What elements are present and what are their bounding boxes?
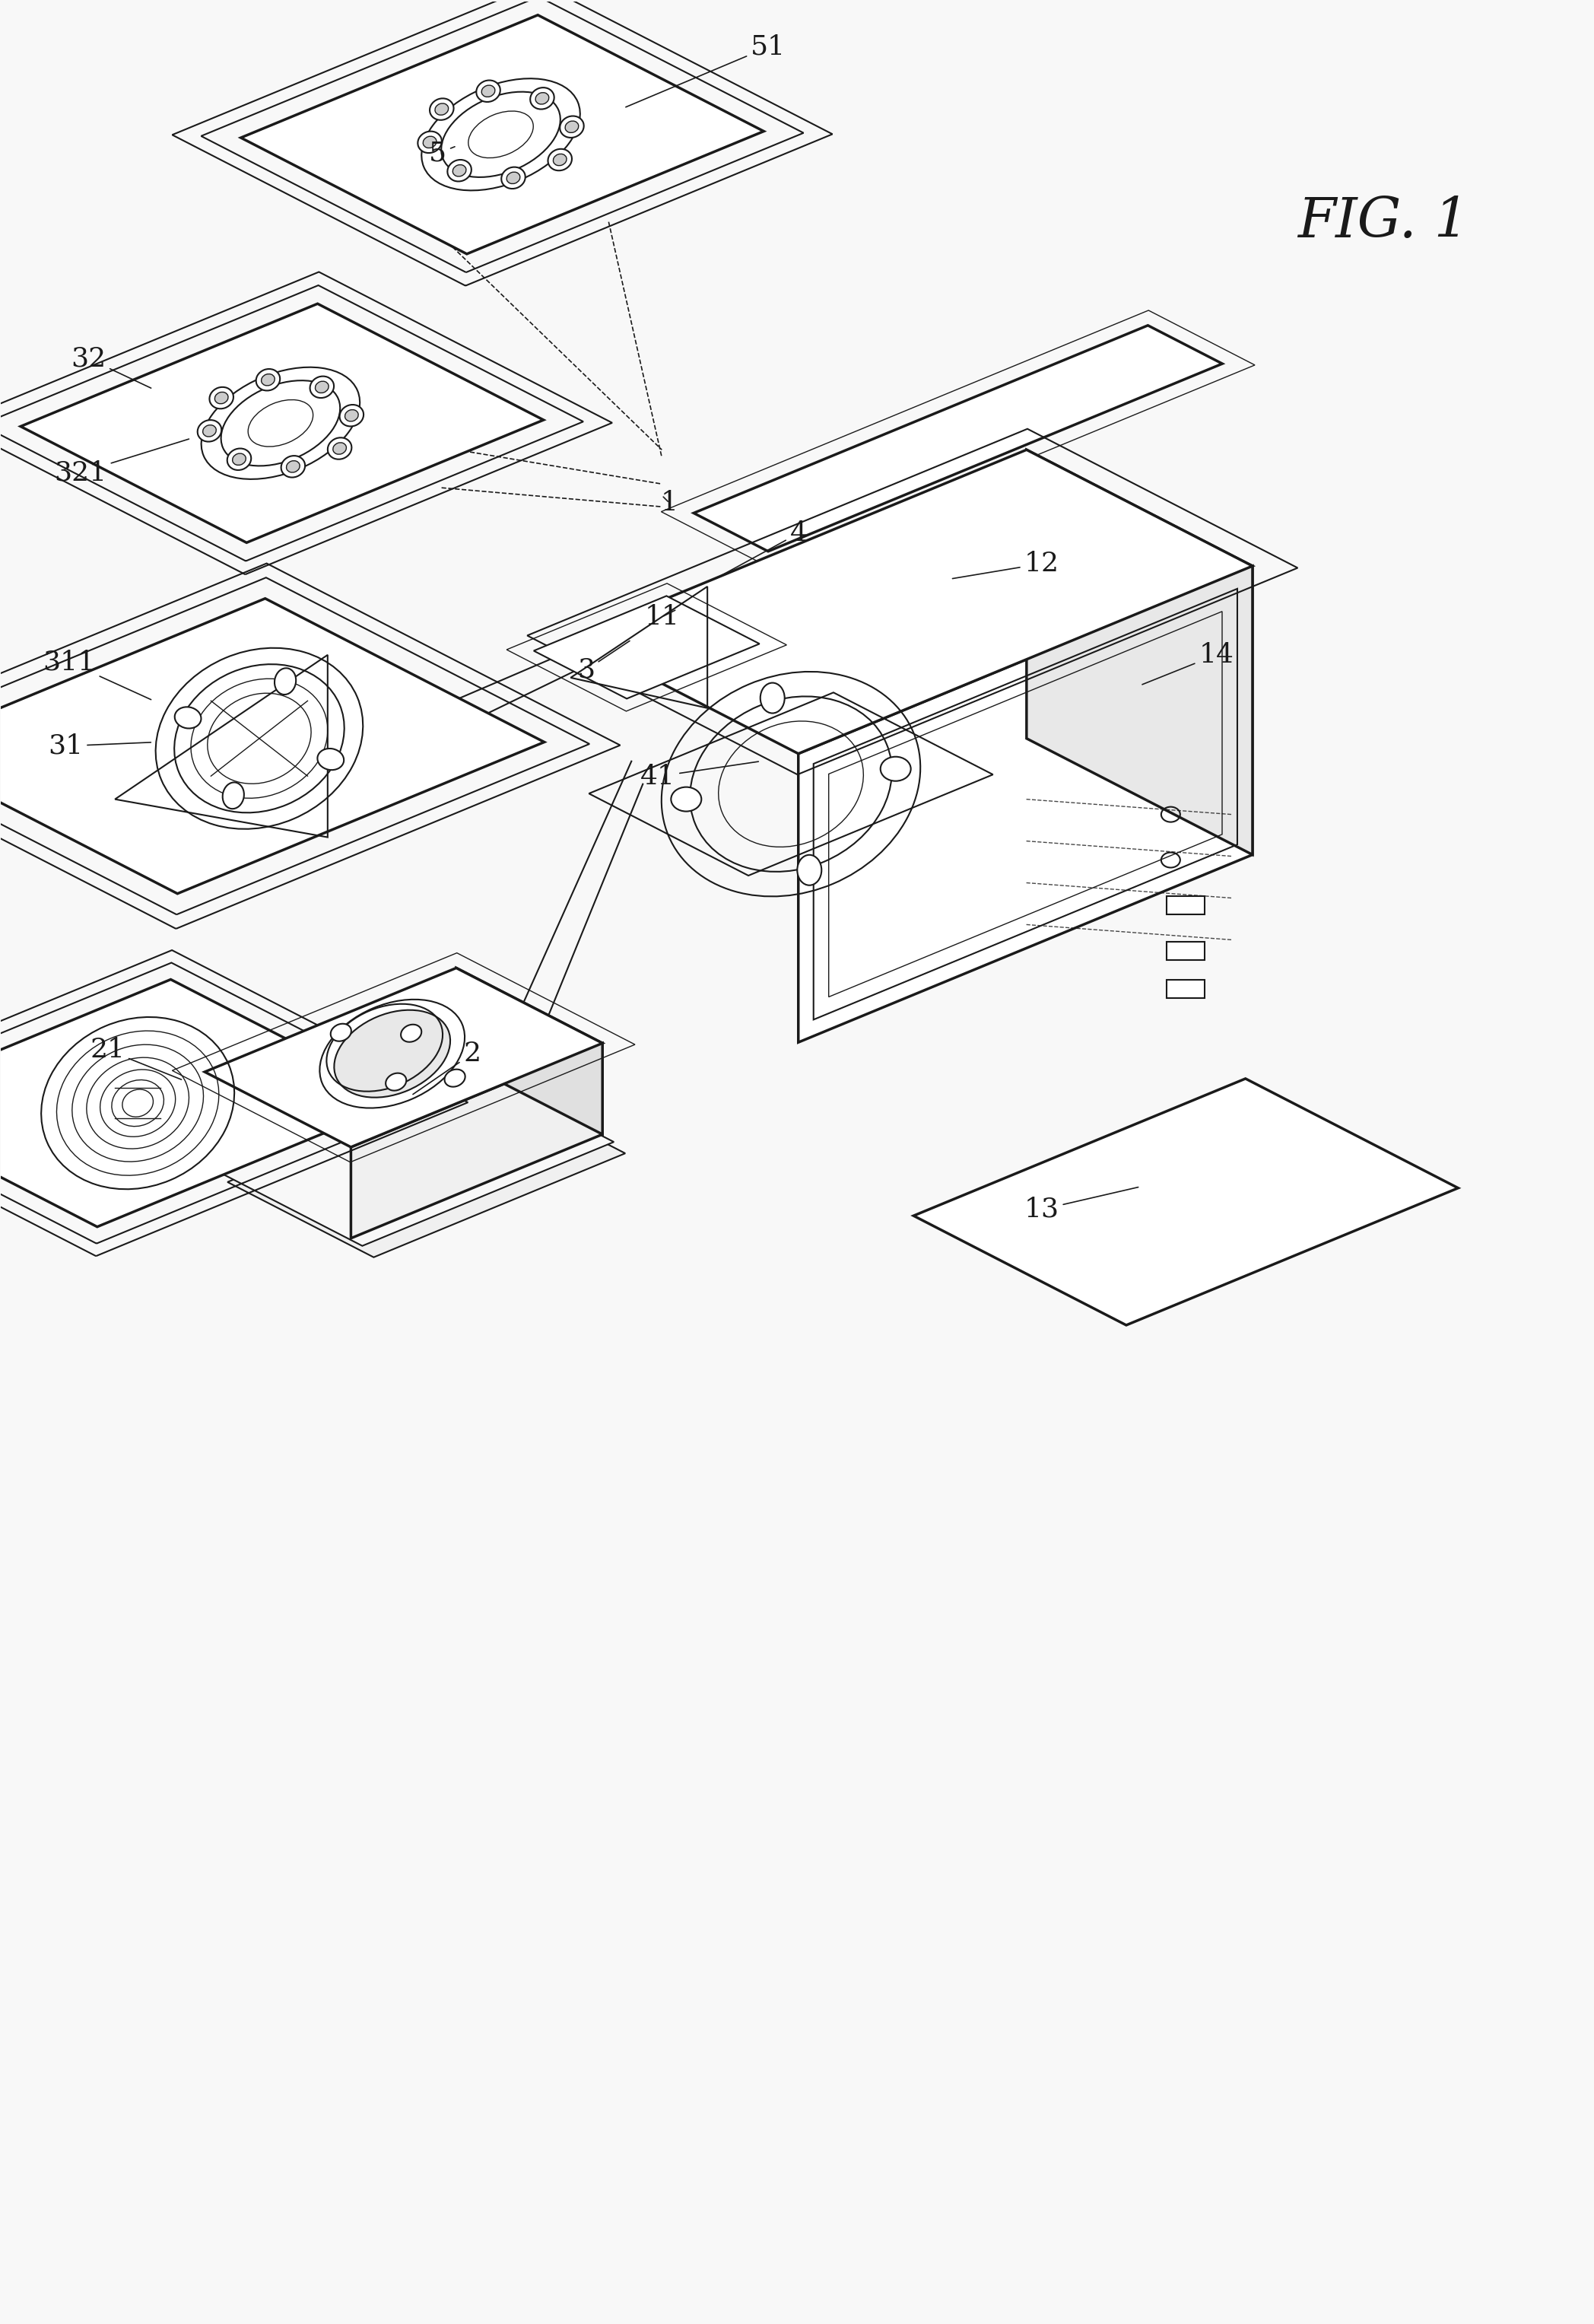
- Ellipse shape: [880, 758, 910, 781]
- Text: 13: 13: [1023, 1188, 1138, 1222]
- Ellipse shape: [340, 404, 363, 425]
- Ellipse shape: [175, 706, 201, 727]
- Ellipse shape: [309, 376, 333, 397]
- Ellipse shape: [317, 748, 344, 769]
- Text: 3: 3: [577, 641, 630, 683]
- Text: 12: 12: [953, 551, 1058, 579]
- Ellipse shape: [209, 388, 233, 409]
- Polygon shape: [0, 978, 405, 1227]
- Ellipse shape: [333, 442, 346, 453]
- Ellipse shape: [531, 88, 555, 109]
- Polygon shape: [1027, 451, 1253, 855]
- Text: 1: 1: [660, 490, 677, 516]
- Polygon shape: [1167, 941, 1205, 960]
- Ellipse shape: [223, 783, 244, 809]
- Ellipse shape: [559, 116, 583, 137]
- Text: 11: 11: [644, 604, 679, 630]
- Ellipse shape: [386, 1074, 406, 1090]
- Text: FIG. 1: FIG. 1: [1298, 195, 1470, 249]
- Text: 32: 32: [70, 346, 151, 388]
- Polygon shape: [456, 969, 603, 1134]
- Ellipse shape: [453, 165, 465, 177]
- Ellipse shape: [566, 121, 579, 132]
- Ellipse shape: [281, 456, 304, 476]
- Ellipse shape: [287, 460, 300, 472]
- Ellipse shape: [316, 381, 328, 393]
- Text: 2: 2: [413, 1041, 481, 1095]
- Ellipse shape: [233, 453, 245, 465]
- Polygon shape: [799, 567, 1253, 1043]
- Ellipse shape: [477, 81, 501, 102]
- Text: 31: 31: [48, 732, 151, 760]
- Text: 41: 41: [641, 762, 759, 790]
- Polygon shape: [0, 600, 544, 895]
- Ellipse shape: [228, 449, 252, 469]
- Polygon shape: [693, 325, 1223, 551]
- Polygon shape: [21, 304, 544, 541]
- Ellipse shape: [481, 86, 496, 98]
- Text: 4: 4: [717, 521, 807, 579]
- Polygon shape: [572, 451, 1253, 753]
- Ellipse shape: [507, 172, 520, 184]
- Polygon shape: [204, 969, 603, 1148]
- Ellipse shape: [344, 409, 359, 421]
- Ellipse shape: [445, 1069, 465, 1088]
- Ellipse shape: [400, 1025, 421, 1041]
- Text: 5: 5: [429, 139, 454, 167]
- Text: 14: 14: [1143, 641, 1234, 686]
- Ellipse shape: [797, 855, 821, 885]
- Ellipse shape: [335, 1011, 450, 1097]
- Ellipse shape: [553, 153, 566, 165]
- Ellipse shape: [198, 421, 222, 442]
- Ellipse shape: [274, 667, 296, 695]
- Ellipse shape: [215, 393, 228, 404]
- Ellipse shape: [430, 98, 454, 121]
- Ellipse shape: [328, 437, 352, 460]
- Polygon shape: [217, 1067, 614, 1246]
- Text: 321: 321: [54, 439, 190, 486]
- Polygon shape: [1167, 981, 1205, 999]
- Ellipse shape: [435, 102, 448, 116]
- Ellipse shape: [448, 160, 472, 181]
- Text: 21: 21: [89, 1037, 182, 1081]
- Polygon shape: [1167, 897, 1205, 916]
- Polygon shape: [228, 1078, 625, 1257]
- Ellipse shape: [330, 1025, 351, 1041]
- Ellipse shape: [548, 149, 572, 170]
- Polygon shape: [913, 1078, 1459, 1325]
- Ellipse shape: [202, 425, 217, 437]
- Ellipse shape: [422, 137, 437, 149]
- Text: 311: 311: [43, 648, 151, 700]
- Ellipse shape: [418, 132, 442, 153]
- Polygon shape: [534, 595, 759, 700]
- Polygon shape: [351, 1043, 603, 1239]
- Text: 51: 51: [626, 35, 786, 107]
- Ellipse shape: [502, 167, 526, 188]
- Ellipse shape: [760, 683, 784, 713]
- Ellipse shape: [536, 93, 548, 105]
- Polygon shape: [241, 14, 764, 253]
- Ellipse shape: [261, 374, 274, 386]
- Ellipse shape: [671, 788, 701, 811]
- Ellipse shape: [257, 370, 281, 390]
